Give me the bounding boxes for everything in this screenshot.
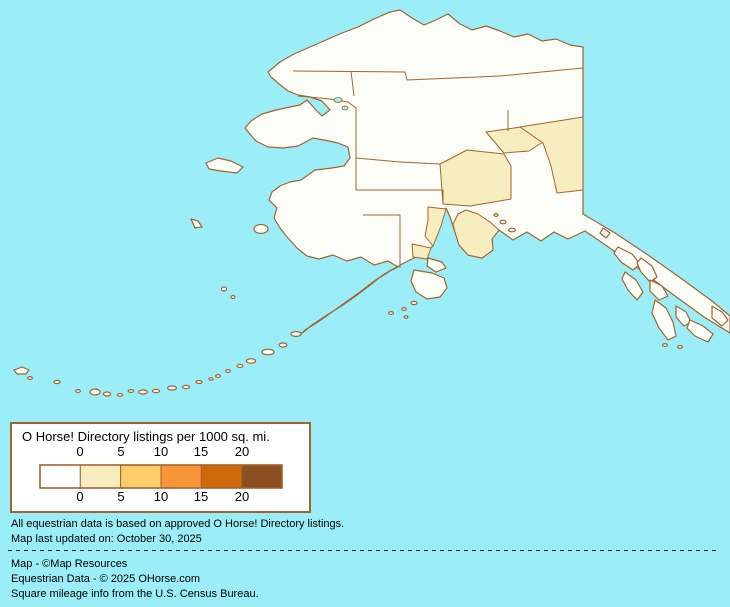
- se-island: [651, 299, 677, 341]
- legend-tick: 20: [234, 444, 250, 459]
- highlighted-borough-kenai: [452, 209, 500, 259]
- aleutian-island: [127, 389, 135, 394]
- st-matthew-island: [190, 218, 203, 229]
- highlighted-boroughs: [411, 116, 584, 260]
- data-note: All equestrian data is based on approved…: [11, 518, 345, 530]
- legend-title: O Horse! Directory listings per 1000 sq.…: [22, 429, 270, 444]
- kodiak-island: [410, 269, 448, 300]
- nunivak-island: [253, 223, 269, 235]
- separator-line: [8, 550, 720, 551]
- se-island: [599, 227, 611, 239]
- kodiak-islet: [403, 315, 409, 319]
- legend-tick: 10: [153, 444, 169, 459]
- data-credit: Equestrian Data - © 2025 OHorse.com: [11, 573, 201, 585]
- legend-swatch: [200, 464, 243, 489]
- se-island: [711, 305, 729, 327]
- se-island: [621, 271, 644, 301]
- legend-scale-bar: [39, 464, 283, 489]
- pws-islet: [493, 213, 499, 218]
- aleutian-island: [116, 393, 124, 398]
- legend-swatch: [160, 464, 202, 489]
- pribilof-island: [230, 294, 236, 300]
- aleutian-island: [151, 388, 161, 394]
- legend-ticks-bottom: 0 5 10 15 20: [12, 489, 309, 504]
- legend-tick: 15: [193, 444, 209, 459]
- highlighted-borough-peninsula-patch: [411, 243, 432, 260]
- se-island: [613, 246, 641, 271]
- legend-tick: 5: [117, 444, 125, 459]
- legend-swatch: [241, 464, 283, 489]
- aleutian-island: [181, 384, 191, 390]
- borough-boundary-line: [355, 157, 441, 165]
- legend-ticks-top: 0 5 10 15 20: [12, 444, 309, 459]
- legend-tick: 0: [76, 489, 84, 504]
- legend-tick: 0: [76, 444, 84, 459]
- pws-islet: [508, 227, 517, 233]
- legend-tick: 5: [117, 489, 125, 504]
- se-islet: [676, 345, 683, 350]
- legend: O Horse! Directory listings per 1000 sq.…: [10, 422, 311, 513]
- aleutian-island: [74, 389, 81, 394]
- aleutian-island: [215, 374, 222, 379]
- kodiak-islet: [388, 311, 395, 316]
- st-lawrence-island: [205, 157, 244, 174]
- legend-tick: 15: [193, 489, 209, 504]
- aleutian-island: [278, 342, 288, 348]
- aleutian-island: [261, 348, 275, 356]
- highlighted-borough-denali-matsu: [439, 149, 512, 207]
- map-credit: Map - ©Map Resources: [11, 558, 128, 570]
- aleutian-island: [167, 385, 178, 391]
- borough-boundaries: [292, 67, 584, 268]
- borough-boundary-line: [356, 189, 444, 204]
- aleutian-islands: [13, 331, 302, 398]
- aleutian-island: [236, 363, 244, 369]
- kodiak-islet: [410, 300, 418, 306]
- census-credit: Square mileage info from the U.S. Census…: [11, 588, 259, 600]
- legend-swatch: [120, 464, 162, 489]
- kodiak-islands: [388, 257, 448, 319]
- aleutian-island: [290, 331, 302, 338]
- highlighted-borough-kenai-west: [424, 206, 447, 247]
- borough-boundary-line: [292, 67, 584, 81]
- highlighted-borough-se-fairbanks: [519, 116, 584, 194]
- inland-lake: [341, 105, 349, 111]
- se-island: [686, 319, 714, 343]
- aleutian-island: [138, 389, 149, 395]
- pws-islet: [499, 219, 507, 225]
- se-island: [649, 279, 669, 301]
- aleutian-island: [13, 366, 30, 375]
- legend-swatch: [79, 464, 122, 489]
- aleutian-island: [208, 377, 214, 381]
- aleutian-island: [102, 391, 112, 397]
- updated-note: Map last updated on: October 30, 2025: [11, 533, 202, 545]
- legend-swatch: [39, 464, 81, 489]
- southeast-alaska-islands: [599, 227, 729, 350]
- aleutian-island: [53, 379, 61, 385]
- legend-tick: 10: [153, 489, 169, 504]
- se-islet: [661, 343, 668, 348]
- aleutian-island: [89, 388, 101, 396]
- borough-boundary-line: [363, 214, 401, 268]
- borough-boundary-line: [297, 95, 357, 190]
- legend-scale-frame: [39, 464, 283, 489]
- aleutian-island: [245, 358, 257, 364]
- inland-lake: [333, 97, 343, 103]
- kodiak-islet: [401, 307, 407, 312]
- legend-tick: 20: [234, 489, 250, 504]
- aleutian-island: [27, 376, 34, 381]
- aleutian-island: [225, 369, 232, 374]
- pribilof-island: [220, 286, 228, 292]
- aleutian-island: [195, 379, 203, 385]
- afognak-island: [426, 257, 447, 273]
- se-island: [675, 305, 692, 327]
- borough-boundary-line: [350, 70, 355, 97]
